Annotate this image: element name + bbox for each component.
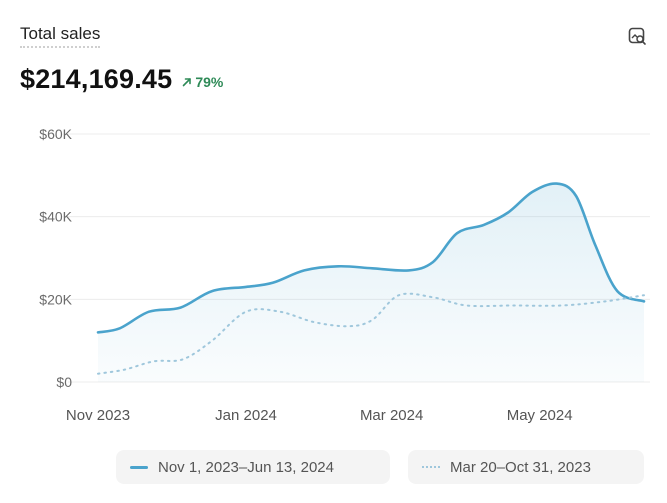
legend-label-previous: Mar 20–Oct 31, 2023 — [450, 458, 591, 476]
y-tick-label: $0 — [56, 374, 72, 390]
x-tick-label: May 2024 — [507, 407, 573, 424]
x-tick-label: Mar 2024 — [360, 407, 423, 424]
legend-swatch-dotted — [422, 466, 440, 468]
sales-line-chart[interactable]: $0 $20K $40K $60K Nov 2023 Jan 2024 Mar 2024 M… — [0, 110, 667, 440]
card-title[interactable]: Total sales — [20, 24, 101, 48]
series-line-1[interactable] — [97, 292, 645, 375]
legend-swatch-solid — [130, 465, 148, 469]
series-line-0[interactable] — [96, 182, 646, 334]
y-tick-label: $20K — [39, 291, 72, 307]
x-tick-label: Nov 2023 — [66, 407, 130, 424]
change-percent: 79% — [195, 73, 224, 90]
chart-explore-button[interactable] — [625, 24, 649, 48]
arrow-up-right-icon — [183, 77, 192, 86]
chart-legend: Nov 1, 2023–Jun 13, 2024 Mar 20–Oct 31, … — [0, 450, 667, 488]
value-row: $214,169.45 79% — [20, 64, 223, 95]
y-tick-label: $60K — [39, 126, 72, 142]
series-area-0 — [98, 183, 644, 382]
total-sales-value: $214,169.45 — [20, 64, 173, 94]
x-tick-label: Jan 2024 — [215, 407, 277, 424]
chart-search-icon — [628, 27, 646, 45]
y-tick-label: $40K — [39, 209, 72, 225]
legend-item-current-period[interactable]: Nov 1, 2023–Jun 13, 2024 — [116, 450, 390, 484]
sales-chart[interactable]: $0 $20K $40K $60K Nov 2023 Jan 2024 Mar 2024 M… — [0, 110, 667, 440]
change-indicator: 79% — [182, 74, 223, 90]
legend-item-previous-period[interactable]: Mar 20–Oct 31, 2023 — [408, 450, 644, 484]
legend-label-current: Nov 1, 2023–Jun 13, 2024 — [158, 458, 334, 476]
